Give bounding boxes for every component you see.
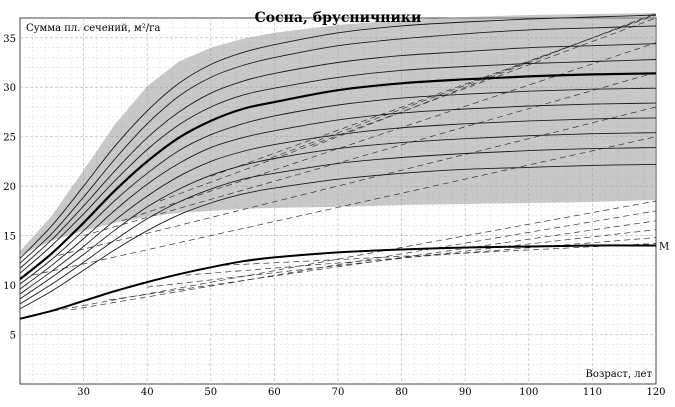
x-axis-label: Возраст, лет — [586, 369, 653, 380]
y-tick-label: 10 — [3, 281, 16, 292]
x-tick-label: 110 — [583, 387, 602, 398]
series-line — [19, 147, 657, 305]
x-tick-label: 50 — [204, 387, 217, 398]
y-tick-label: 35 — [3, 34, 16, 45]
dashed-line — [210, 14, 657, 177]
chart-title: Сосна, брусничники — [255, 10, 422, 26]
x-tick-label: 40 — [141, 387, 154, 398]
x-tick-label: 100 — [519, 387, 538, 398]
y-tick-labels: 5 10 15 20 25 30 35 — [3, 34, 16, 342]
series-line — [19, 132, 657, 300]
x-tick-label: 30 — [77, 387, 90, 398]
dashed-line — [58, 106, 657, 256]
series-line — [19, 117, 657, 295]
y-tick-label: 20 — [3, 182, 16, 193]
dashed-line — [185, 237, 657, 276]
x-tick-label: 90 — [459, 387, 472, 398]
dashed-line — [108, 220, 657, 301]
dashed-line — [121, 42, 657, 222]
series-line — [19, 102, 657, 290]
x-tick-label: 60 — [268, 387, 281, 398]
y-axis-label: Сумма пл. сечений, м²/га — [26, 23, 160, 34]
dashed-line — [70, 210, 657, 311]
y-tick-label: 25 — [3, 133, 16, 144]
dashed-line — [32, 200, 657, 316]
series-line — [19, 14, 657, 259]
y-tick-label: 5 — [10, 331, 16, 342]
series-line — [19, 87, 657, 285]
x-tick-label: 120 — [646, 387, 665, 398]
series-line — [19, 43, 657, 269]
y-tick-label: 30 — [3, 83, 16, 94]
dashed-line — [32, 136, 657, 276]
x-tick-labels: 30 40 50 60 70 80 90 100 110 120 — [77, 387, 665, 398]
y-tick-label: 15 — [3, 232, 16, 243]
series-line — [19, 72, 657, 280]
x-tick-label: 70 — [332, 387, 345, 398]
series-line — [19, 244, 657, 320]
x-tick-label: 80 — [395, 387, 408, 398]
series-line — [19, 59, 657, 274]
dashed-line — [261, 13, 657, 162]
series-line — [19, 163, 657, 310]
dashed-line — [147, 229, 657, 288]
series-lines — [19, 14, 657, 320]
annotations: М — [659, 242, 669, 253]
series-line — [19, 25, 657, 264]
dashed-lines — [32, 12, 657, 316]
annotation-label: М — [659, 242, 669, 253]
